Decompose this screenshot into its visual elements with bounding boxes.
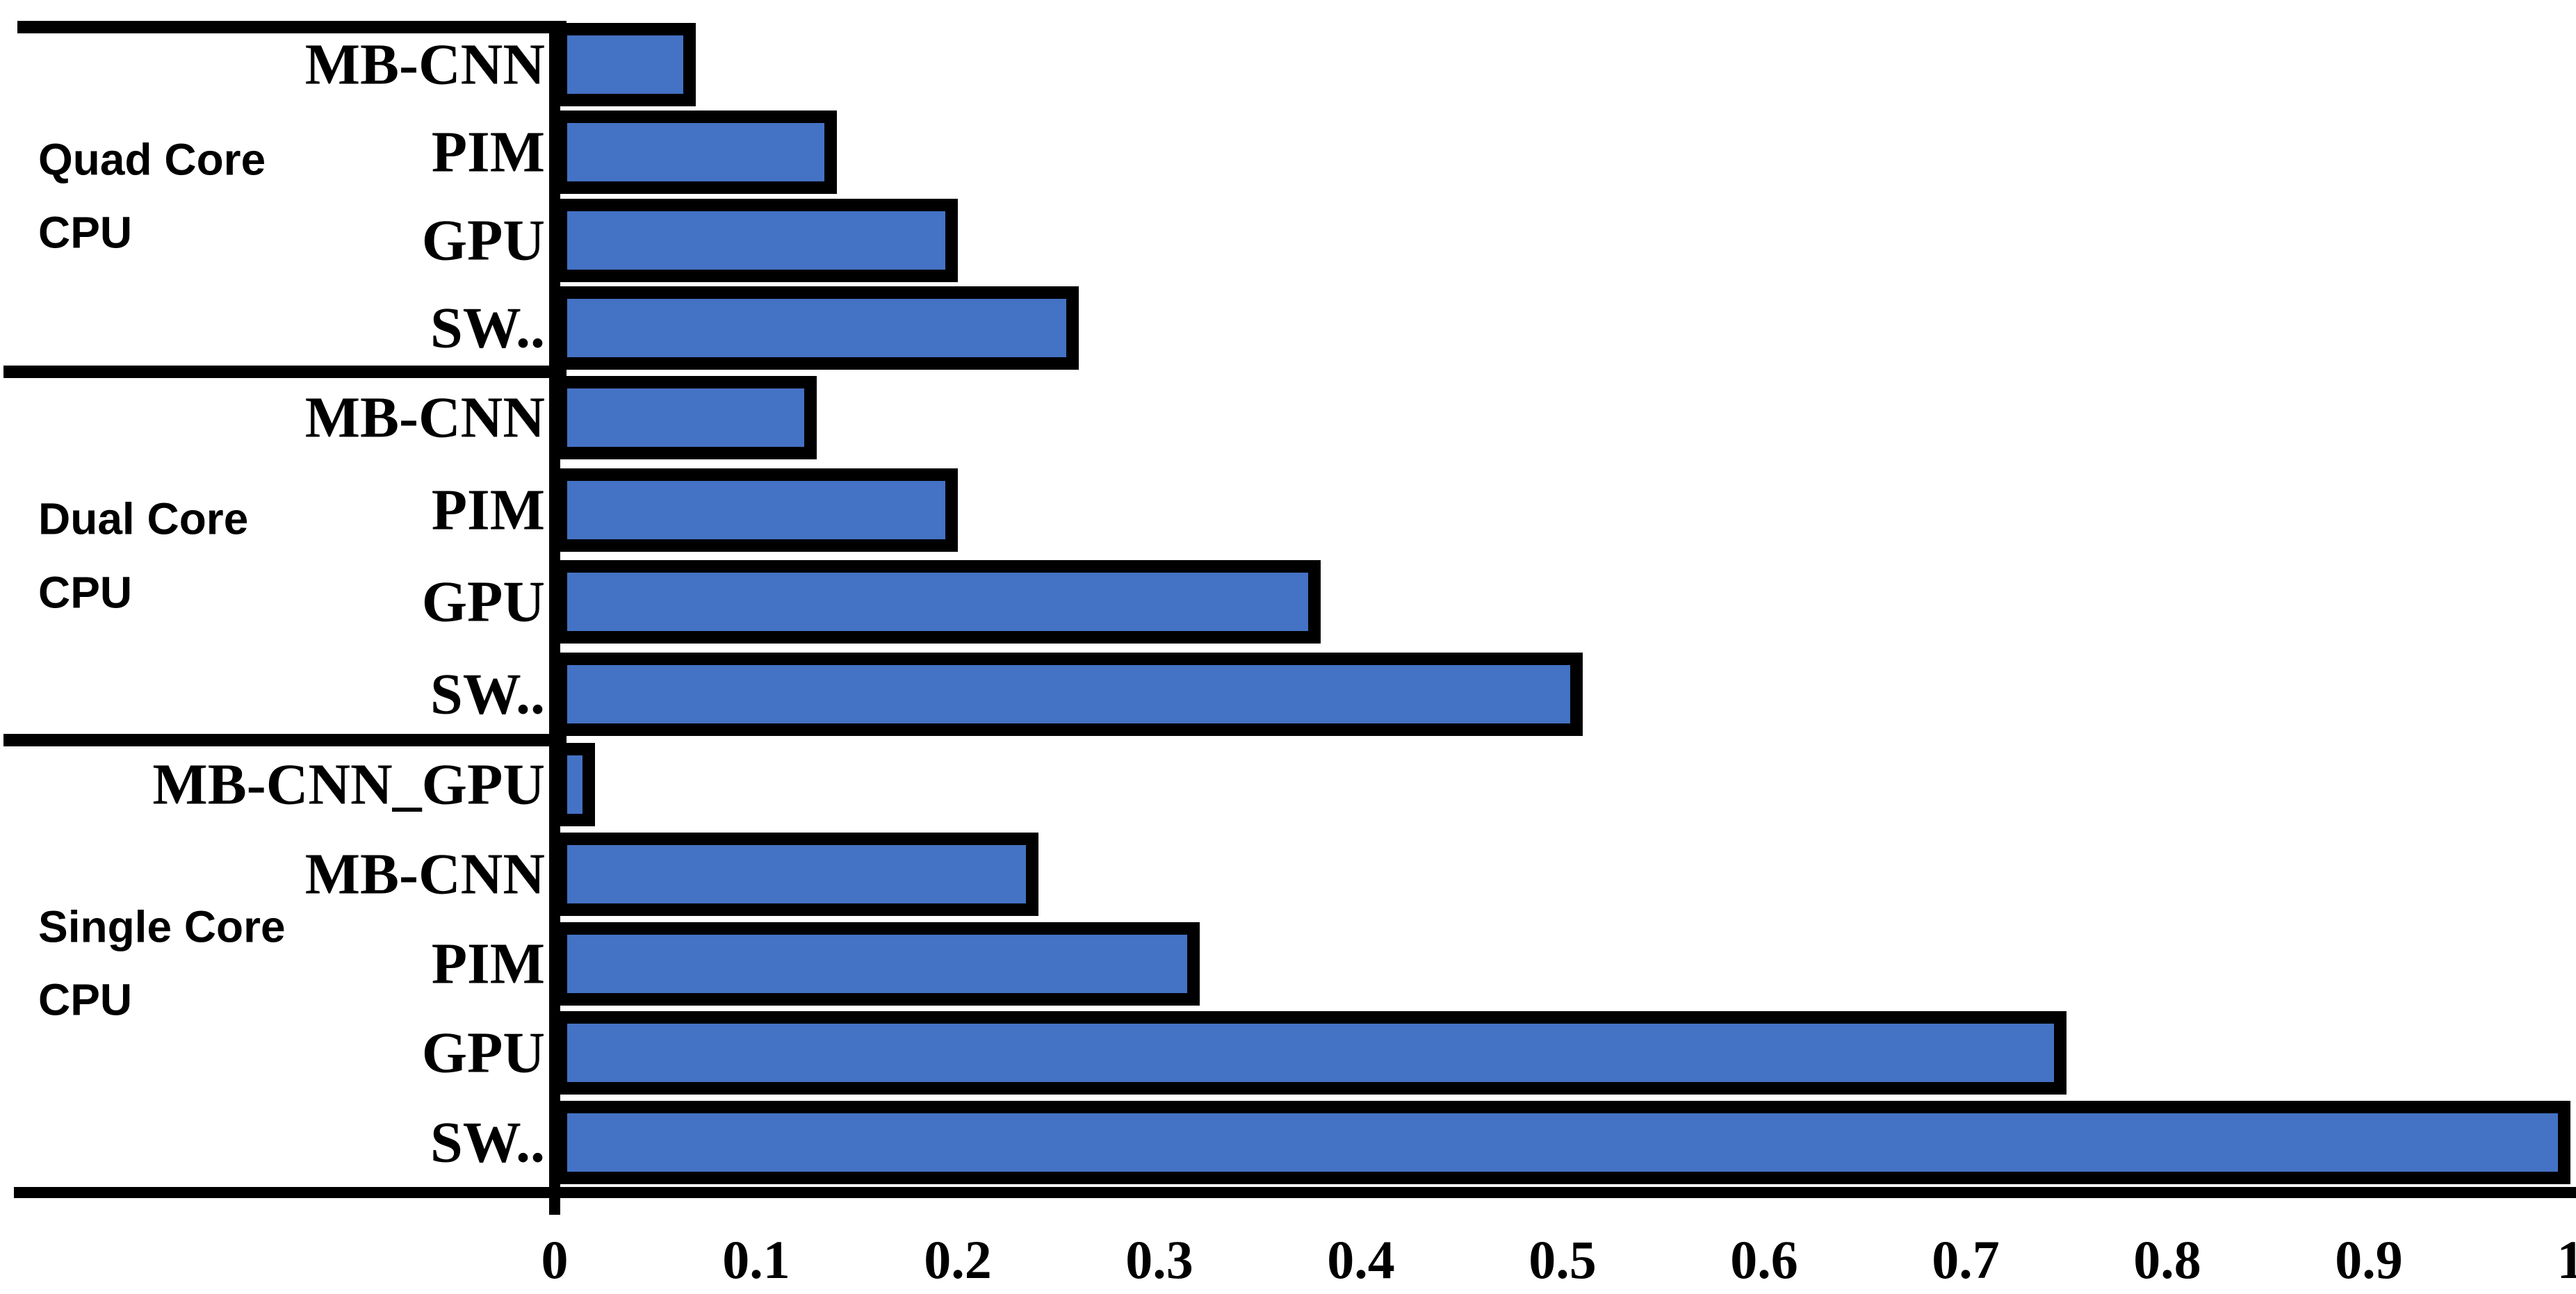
x-tick-label-0.8: 0.8 bbox=[2133, 1229, 2201, 1290]
x-tick-label-0.7: 0.7 bbox=[1932, 1229, 2000, 1290]
group-label-quad-core-cpu: Quad Core CPU bbox=[38, 123, 266, 270]
group-label-line: Dual Core bbox=[38, 493, 249, 544]
x-tick-label-0.2: 0.2 bbox=[924, 1229, 992, 1290]
group-separator-line bbox=[3, 734, 566, 746]
group-label-line: Single Core bbox=[38, 901, 286, 951]
category-label-mb-cnn: MB-CNN bbox=[304, 385, 545, 450]
category-label-pim: PIM bbox=[431, 120, 545, 185]
x-tick-label-0.3: 0.3 bbox=[1125, 1229, 1193, 1290]
group-separator-line bbox=[3, 366, 566, 378]
bar-quad-core-cpu-mb-cnn bbox=[555, 23, 696, 107]
x-tick-label-0.1: 0.1 bbox=[722, 1229, 790, 1290]
category-label-sw-: SW.. bbox=[430, 662, 545, 727]
group-label-dual-core-cpu: Dual Core CPU bbox=[38, 482, 248, 629]
bar-single-core-cpu-gpu bbox=[555, 1011, 2066, 1095]
bar-single-core-cpu-mb-cnn-gpu bbox=[555, 743, 595, 827]
bar-dual-core-cpu-sw- bbox=[555, 652, 1583, 736]
category-label-gpu: GPU bbox=[421, 1020, 545, 1086]
x-tick-label-0: 0 bbox=[541, 1229, 569, 1290]
group-label-line: CPU bbox=[38, 567, 133, 617]
bar-dual-core-cpu-gpu bbox=[555, 560, 1321, 644]
category-label-mb-cnn: MB-CNN bbox=[304, 32, 545, 97]
group-label-line: CPU bbox=[38, 974, 133, 1025]
bar-single-core-cpu-sw- bbox=[555, 1100, 2570, 1184]
category-label-sw-: SW.. bbox=[430, 1110, 545, 1175]
category-label-sw-: SW.. bbox=[430, 295, 545, 361]
category-label-gpu: GPU bbox=[421, 569, 545, 634]
group-label-line: Quad Core bbox=[38, 133, 266, 184]
category-label-pim: PIM bbox=[431, 477, 545, 543]
bar-quad-core-cpu-sw- bbox=[555, 286, 1079, 370]
group-label-line: CPU bbox=[38, 207, 133, 258]
x-tick-label-0.5: 0.5 bbox=[1529, 1229, 1597, 1290]
x-tick-label-1: 1 bbox=[2557, 1229, 2576, 1290]
category-label-pim: PIM bbox=[431, 931, 545, 996]
x-tick-label-0.6: 0.6 bbox=[1730, 1229, 1798, 1290]
category-label-gpu: GPU bbox=[421, 208, 545, 273]
x-tick-label-0.9: 0.9 bbox=[2335, 1229, 2403, 1290]
bar-dual-core-cpu-pim bbox=[555, 468, 958, 552]
bar-dual-core-cpu-mb-cnn bbox=[555, 376, 817, 460]
category-label-mb-cnn: MB-CNN bbox=[304, 842, 545, 907]
category-label-mb-cnn-gpu: MB-CNN_GPU bbox=[152, 752, 545, 817]
label-panel-top-border bbox=[17, 21, 566, 33]
x-axis-line bbox=[14, 1187, 2576, 1198]
group-label-single-core-cpu: Single Core CPU bbox=[38, 890, 286, 1037]
bar-single-core-cpu-pim bbox=[555, 922, 1200, 1006]
bar-single-core-cpu-mb-cnn bbox=[555, 832, 1038, 916]
bar-quad-core-cpu-pim bbox=[555, 110, 837, 195]
bar-quad-core-cpu-gpu bbox=[555, 198, 958, 282]
x-tick-label-0.4: 0.4 bbox=[1327, 1229, 1395, 1290]
